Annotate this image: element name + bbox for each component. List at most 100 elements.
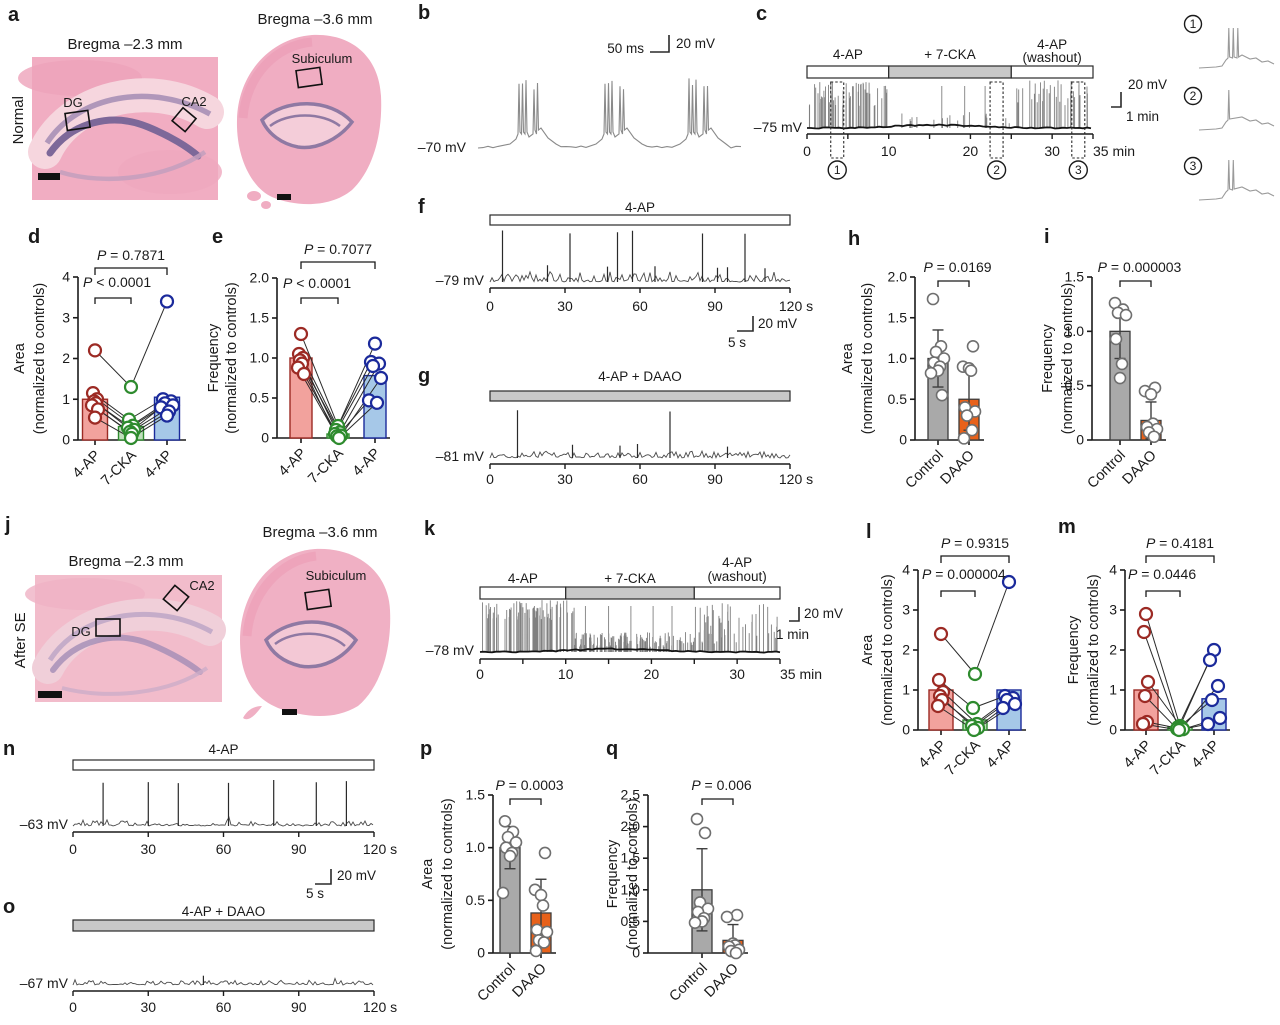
svg-text:1: 1 — [62, 391, 70, 407]
panel-letter-o: o — [3, 896, 16, 918]
roi-label-dg: DG — [63, 95, 83, 110]
roi-box-ca2 — [162, 584, 190, 612]
panel-letter-h: h — [848, 228, 861, 250]
svg-text:4-AP: 4-AP — [1189, 738, 1223, 772]
scalebar-time-k: 1 min — [776, 627, 810, 642]
svg-text:Frequency: Frequency — [206, 323, 222, 392]
roi-label-ca2: CA2 — [189, 578, 215, 593]
svg-text:(washout): (washout) — [1023, 50, 1082, 65]
histology-normal-left — [18, 57, 224, 200]
panel-letter-k: k — [424, 518, 436, 540]
svg-text:0.5: 0.5 — [1065, 377, 1085, 393]
panel-l-chart: 0 1 2 3 4 Area (normalized to controls) 4-AP7-C… — [860, 535, 1026, 779]
section-title-bregma-2-3: Bregma –2.3 mm — [67, 36, 183, 53]
svg-text:0.5: 0.5 — [888, 391, 908, 407]
panel-b-trace — [477, 35, 742, 149]
svg-text:2.0: 2.0 — [621, 818, 641, 834]
scalebar-time-b: 50 ms — [607, 41, 644, 56]
svg-text:30: 30 — [140, 841, 156, 857]
svg-text:1.0: 1.0 — [466, 839, 486, 855]
svg-text:120 s: 120 s — [363, 841, 397, 857]
svg-text:(normalized to controls): (normalized to controls) — [625, 798, 641, 950]
svg-text:Area: Area — [860, 634, 876, 666]
roi-box-ca2 — [170, 106, 198, 133]
svg-text:3: 3 — [902, 602, 910, 618]
svg-text:4-AP: 4-AP — [1037, 37, 1067, 52]
svg-text:P = 0.7077: P = 0.7077 — [304, 241, 372, 257]
svg-text:4-AP: 4-AP — [350, 446, 384, 480]
panel-n-trace: 4-AP 0 30 60 90 120 s — [69, 742, 397, 885]
section-title-bregma-3-6: Bregma –3.6 mm — [262, 524, 378, 541]
svg-text:P < 0.0001: P < 0.0001 — [83, 274, 151, 290]
roi-box-dg — [64, 109, 92, 132]
svg-text:1.0: 1.0 — [250, 350, 270, 366]
svg-text:4-AP: 4-AP — [276, 446, 310, 480]
panel-letter-n: n — [3, 738, 16, 760]
svg-text:1: 1 — [1190, 17, 1197, 31]
svg-text:90: 90 — [291, 999, 307, 1015]
svg-text:DAAO: DAAO — [937, 448, 977, 488]
svg-text:30: 30 — [557, 471, 573, 487]
svg-text:4-AP: 4-AP — [142, 448, 176, 482]
svg-text:P = 0.0446: P = 0.0446 — [1128, 566, 1196, 582]
svg-text:0: 0 — [69, 999, 77, 1015]
svg-text:7-CKA: 7-CKA — [98, 447, 140, 489]
svg-text:1: 1 — [902, 682, 910, 698]
svg-text:30: 30 — [140, 999, 156, 1015]
svg-text:3: 3 — [1075, 163, 1082, 177]
svg-text:(washout): (washout) — [708, 569, 767, 584]
svg-text:Control: Control — [666, 961, 710, 1005]
svg-text:0: 0 — [1076, 432, 1084, 448]
svg-text:DAAO: DAAO — [701, 961, 741, 1001]
svg-text:(normalized to controls): (normalized to controls) — [1060, 283, 1076, 435]
svg-text:0: 0 — [62, 432, 70, 448]
svg-text:1.0: 1.0 — [888, 350, 908, 366]
svg-text:1: 1 — [834, 163, 841, 177]
panel-letter-l: l — [866, 521, 872, 543]
histology-normal-right — [236, 34, 382, 209]
svg-text:1.0: 1.0 — [621, 881, 641, 897]
roi-label-ca2: CA2 — [181, 94, 207, 109]
svg-text:0: 0 — [486, 471, 494, 487]
svg-text:2: 2 — [902, 642, 910, 658]
svg-text:(normalized to controls): (normalized to controls) — [224, 282, 240, 434]
svg-text:90: 90 — [707, 471, 723, 487]
svg-text:4-AP: 4-AP — [722, 555, 752, 570]
panel-letter-b: b — [418, 2, 431, 24]
svg-text:4-AP: 4-AP — [208, 742, 238, 757]
svg-text:Area: Area — [840, 342, 856, 374]
svg-text:30: 30 — [729, 666, 745, 682]
roi-label-subiculum: Subiculum — [291, 51, 353, 66]
svg-text:4-AP: 4-AP — [508, 571, 538, 586]
baseline-voltage-k: –78 mV — [425, 642, 474, 658]
svg-text:2: 2 — [62, 350, 70, 366]
panel-letter-q: q — [606, 738, 619, 760]
scale-bar — [277, 194, 291, 200]
scale-bar — [282, 709, 297, 715]
svg-text:0: 0 — [69, 841, 77, 857]
svg-text:4: 4 — [1109, 562, 1117, 578]
panel-i-chart: 0 0.5 1.0 1.5 Frequency (normalized to contro… — [1040, 259, 1182, 492]
svg-text:20: 20 — [644, 666, 660, 682]
svg-text:(normalized to controls): (normalized to controls) — [860, 283, 876, 435]
svg-text:(normalized to controls): (normalized to controls) — [880, 574, 896, 726]
svg-text:Control: Control — [474, 961, 518, 1005]
panel-d-chart: 0 1 2 3 4 Area (normalized to controls) 4-AP7-C… — [12, 247, 186, 489]
svg-text:0: 0 — [1109, 722, 1117, 738]
svg-text:P = 0.9315: P = 0.9315 — [941, 535, 1009, 551]
svg-text:30: 30 — [1044, 143, 1060, 159]
svg-text:1.5: 1.5 — [621, 850, 641, 866]
roi-label-subiculum: Subiculum — [305, 568, 367, 583]
svg-text:3: 3 — [62, 309, 70, 325]
svg-text:1.5: 1.5 — [466, 787, 486, 803]
svg-text:4-AP: 4-AP — [984, 738, 1018, 772]
svg-text:3: 3 — [1190, 159, 1197, 173]
svg-text:30: 30 — [557, 298, 573, 314]
svg-text:Control: Control — [902, 448, 946, 492]
svg-text:0: 0 — [477, 945, 485, 961]
svg-text:10: 10 — [881, 143, 897, 159]
svg-text:P = 0.7871: P = 0.7871 — [97, 247, 165, 263]
panel-letter-f: f — [418, 196, 425, 218]
